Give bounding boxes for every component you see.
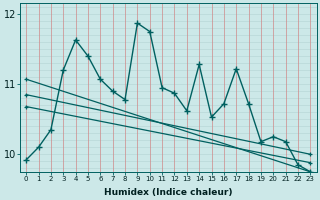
X-axis label: Humidex (Indice chaleur): Humidex (Indice chaleur)	[104, 188, 233, 197]
